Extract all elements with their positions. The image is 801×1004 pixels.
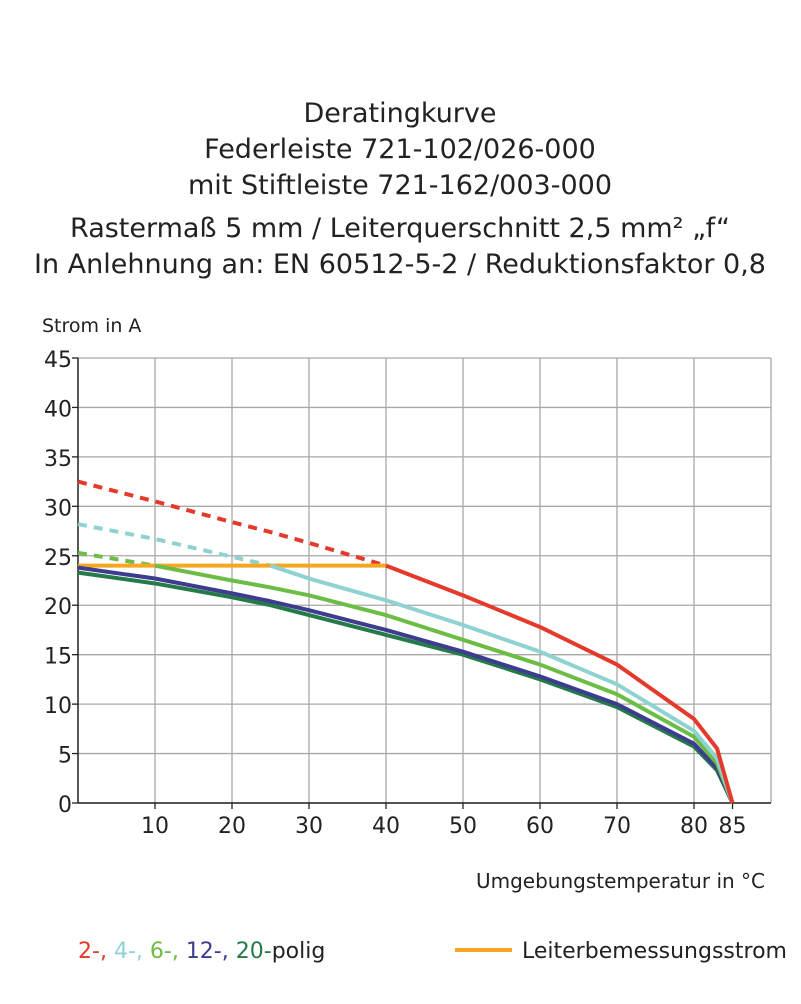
chart-title: In Anlehnung an: EN 60512-5-2 / Reduktio… (34, 249, 766, 280)
x-tick-label: 30 (295, 814, 323, 839)
chart-title: Federleiste 721-102/026-000 (204, 134, 596, 165)
chart-title: Deratingkurve (304, 98, 497, 129)
series-line-dashed (77, 522, 271, 568)
series-line (154, 563, 735, 804)
y-tick-label: 40 (44, 397, 72, 422)
legend-separator: , (100, 939, 107, 964)
x-tick-label: 10 (141, 814, 169, 839)
x-tick-label: 50 (449, 814, 477, 839)
x-tick-label: 20 (218, 814, 246, 839)
series-line (269, 563, 735, 804)
legend-entry: 20- (236, 939, 272, 964)
x-tick-label: 80 (680, 814, 708, 839)
legend-entry: Leiterbemessungsstrom (522, 939, 787, 964)
x-tick-label: 40 (372, 814, 400, 839)
legend-entry: 6- (150, 939, 172, 964)
legend-suffix: polig (272, 939, 326, 964)
chart-title: Rastermaß 5 mm / Leiterquerschnitt 2,5 m… (70, 213, 730, 244)
series-line-dashed (77, 479, 387, 568)
chart-title: mit Stiftleiste 721-162/003-000 (188, 170, 612, 201)
y-tick-label: 20 (44, 595, 72, 620)
y-tick-label: 10 (44, 694, 72, 719)
y-tick-label: 35 (44, 447, 72, 472)
y-tick-label: 30 (44, 496, 72, 521)
legend-separator: , (222, 939, 229, 964)
legend-entry: 12- (186, 939, 222, 964)
legend-separator: , (172, 939, 179, 964)
x-tick-label: 70 (603, 814, 631, 839)
series-line (77, 565, 735, 804)
x-axis-label: Umgebungstemperatur in °C (476, 869, 765, 893)
y-tick-label: 0 (58, 793, 72, 818)
x-tick-label: 60 (526, 814, 554, 839)
y-axis-label: Strom in A (42, 315, 141, 337)
y-tick-label: 25 (44, 546, 72, 571)
legend: 2-, 4-, 6-, 12-, 20-polig (78, 939, 325, 964)
series-line (385, 563, 735, 804)
series-line-dashed (77, 550, 156, 568)
legend-entry: 4- (114, 939, 136, 964)
legend-separator: , (136, 939, 143, 964)
y-tick-label: 45 (44, 348, 72, 373)
y-tick-label: 5 (58, 744, 72, 769)
legend-entry: 2- (78, 939, 100, 964)
y-tick-label: 15 (44, 645, 72, 670)
x-tick-label: 85 (719, 814, 747, 839)
